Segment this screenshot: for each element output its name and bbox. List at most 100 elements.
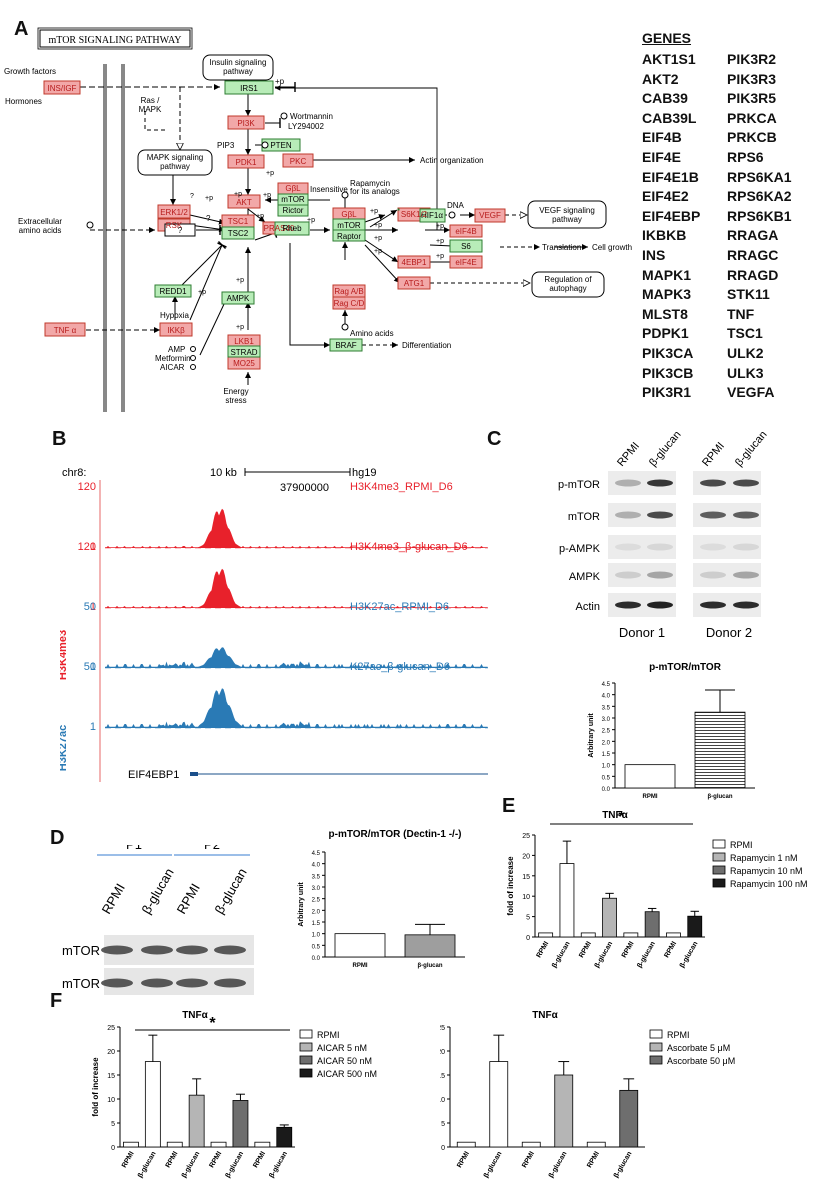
svg-text:Rapamycin: Rapamycin <box>350 179 390 188</box>
legend-label: Ascorbate 5 μM <box>667 1043 730 1053</box>
svg-text:Wortmannin: Wortmannin <box>290 112 333 121</box>
svg-text:+p: +p <box>275 77 285 86</box>
gene-item: CAB39 <box>642 90 688 107</box>
y-tick-label: 20 <box>107 1049 115 1056</box>
x-tick-label: RPMI <box>353 963 368 969</box>
x-tick-label: RPMI <box>586 1150 601 1169</box>
gene-item: EIF4E1B <box>642 168 699 185</box>
svg-text:AMPK: AMPK <box>227 294 250 303</box>
svg-text:TSC2: TSC2 <box>228 229 249 238</box>
x-tick-label: RPMI <box>208 1150 223 1169</box>
gene-item: CAB39L <box>642 109 697 126</box>
track-name: K27ac_β-glucan_D6 <box>350 661 450 673</box>
blot-c-band <box>733 571 759 579</box>
svg-text:+p: +p <box>370 208 378 215</box>
gene-label: EIF4EBP1 <box>128 769 179 781</box>
genes-title: GENES <box>642 30 692 46</box>
blot-c-band <box>733 479 759 487</box>
blot-d-band <box>176 945 208 955</box>
svg-text:+p: +p <box>236 277 244 284</box>
bar <box>666 932 681 938</box>
gene-item: PIK3R1 <box>642 384 692 401</box>
legend-label: RPMI <box>730 840 753 850</box>
genes-column-1: AKT1S1 AKT2 CAB39 CAB39L EIF4B EIF4E EIF4E1B EI… <box>642 50 700 403</box>
svg-text:autophagy: autophagy <box>549 284 586 293</box>
svg-text:BRAF: BRAF <box>335 341 356 350</box>
svg-text:RSK: RSK <box>166 221 183 230</box>
gene-item: RRAGD <box>727 266 779 283</box>
svg-text:Insulin signaling: Insulin signaling <box>210 58 267 67</box>
x-tick-label: β-glucan <box>137 1151 158 1180</box>
gene-item: AKT2 <box>642 70 679 87</box>
svg-text:Cell growth: Cell growth <box>592 243 632 252</box>
svg-text:INS/IGF: INS/IGF <box>48 84 77 93</box>
svg-text:+p: +p <box>266 170 274 177</box>
legend-label: Ascorbate 50 μM <box>667 1056 735 1066</box>
legend-swatch <box>712 878 726 888</box>
blot-c-row-label: mTOR <box>568 511 600 523</box>
legend-label: RPMI <box>317 1030 340 1040</box>
y-tick-label: 2.5 <box>602 729 611 735</box>
svg-text:LKB1: LKB1 <box>234 337 254 346</box>
gene-item: ULK2 <box>727 344 764 361</box>
bar <box>456 1141 476 1148</box>
y-tick-label: 0.5 <box>602 775 611 781</box>
svg-text:for its analogs: for its analogs <box>350 187 400 196</box>
panel-label-c: C <box>487 428 502 450</box>
legend-label: AICAR 500 nM <box>317 1069 377 1079</box>
gene-item: EIF4EBP <box>642 207 701 224</box>
gene-item: PIK3R2 <box>727 51 777 67</box>
blot-c-row-label: Actin <box>576 601 600 613</box>
blot-c-band <box>733 511 759 519</box>
blot-d-band <box>176 978 208 988</box>
blot-c-band <box>647 479 673 487</box>
track-min-label: 1 <box>90 601 96 613</box>
bar <box>586 1141 606 1148</box>
x-tick-label: β-glucan <box>181 1151 202 1180</box>
blot-d-lane-label: RPMI <box>174 881 203 917</box>
y-tick-label: 25 <box>107 1025 115 1032</box>
bar <box>538 932 554 938</box>
y-tick-label: 15 <box>107 1073 115 1080</box>
legend-label: Rapamycin 10 nM <box>730 866 803 876</box>
legend-swatch <box>649 1055 663 1065</box>
y-tick-label: 4.5 <box>312 851 321 857</box>
gene-item: RPS6KA2 <box>727 188 792 205</box>
svg-text:Growth factors: Growth factors <box>4 67 56 76</box>
svg-text:TNF α: TNF α <box>54 326 77 335</box>
legend-swatch <box>649 1042 663 1052</box>
gene-item: AKT1S1 <box>642 51 696 67</box>
track-name: H3K4me3_RPMI_D6 <box>350 481 453 493</box>
y-tick-label: 15 <box>440 1073 445 1080</box>
legend-swatch <box>712 839 726 849</box>
panel-label-e: E <box>502 795 516 817</box>
blot-c: RPMI β-glucan RPMI β-glucan p-mTOR mTOR p-AMPK… <box>510 425 810 655</box>
gene-item: RPS6KB1 <box>727 207 792 224</box>
bar <box>188 1094 205 1148</box>
bar <box>521 1141 541 1148</box>
svg-text:HIF1α: HIF1α <box>421 211 443 220</box>
significance-star: * <box>618 809 625 826</box>
legend-swatch <box>299 1042 313 1052</box>
svg-text:eIF4B: eIF4B <box>455 227 476 236</box>
blot-c-row-label: p-AMPK <box>559 543 601 555</box>
blot-c-band <box>700 511 726 519</box>
y-tick-label: 1.0 <box>602 764 611 770</box>
svg-text:Hormones: Hormones <box>5 97 42 106</box>
blot-c-row-label: p-mTOR <box>558 479 600 491</box>
blot-c-band <box>615 543 641 551</box>
svg-text:Amino acids: Amino acids <box>350 329 394 338</box>
y-axis-label: fold of increase <box>91 1057 100 1117</box>
bar <box>123 1141 139 1148</box>
legend-label: RPMI <box>667 1030 690 1040</box>
chart-title: TNFα <box>182 1010 208 1021</box>
svg-text:AMP: AMP <box>168 345 185 354</box>
genes-column-2: PIK3R2 PIK3R3 PIK3R5 PRKCA PRKCB RPS6 RPS6KA1 R… <box>727 50 792 403</box>
y-tick-label: 5 <box>526 915 530 922</box>
svg-text:Extracellular: Extracellular <box>18 217 62 226</box>
track-min-label: 1 <box>90 661 96 673</box>
blot-c-lane-label: RPMI <box>700 440 727 469</box>
blot-c-membrane <box>608 563 676 587</box>
x-tick-label: β-glucan <box>679 941 700 970</box>
track-max-label: 120 <box>78 541 96 553</box>
